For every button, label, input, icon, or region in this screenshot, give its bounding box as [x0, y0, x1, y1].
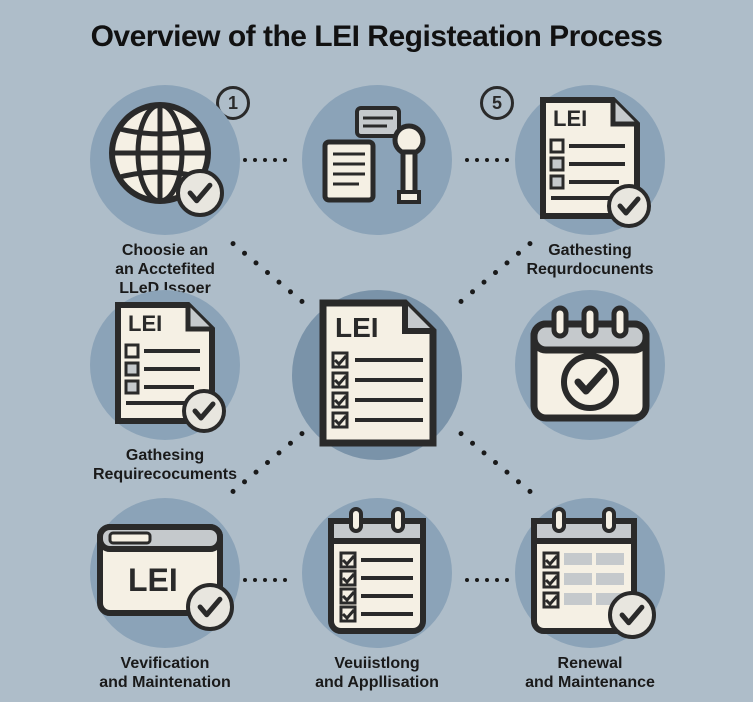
step-choose-issuer: Choosie an an Acctefited LLeD Issoer	[55, 85, 275, 299]
globe-check-icon	[100, 95, 230, 225]
dotted-connector	[465, 578, 509, 582]
step-gather-req-mid: LEI Gathesing Requirecocuments	[55, 290, 275, 484]
page-title: Overview of the LEI Registeation Process	[0, 20, 753, 54]
step-docs-top	[267, 85, 487, 235]
dotted-connector	[243, 158, 287, 162]
step-label: Vevification and Maintenation	[99, 654, 231, 692]
browser-lei-icon: LEI	[90, 513, 240, 633]
step-gather-req-top: LEI Gathesting Requrdocunents	[480, 85, 700, 279]
icon-circle	[515, 498, 665, 648]
icon-circle: LEI	[292, 290, 462, 460]
svg-text:LEI: LEI	[128, 311, 162, 336]
icon-circle	[302, 498, 452, 648]
step-application: Veuiistlong and Appllisation	[267, 498, 487, 692]
docs-key-icon	[307, 100, 447, 220]
svg-text:LEI: LEI	[128, 562, 178, 598]
step-verification: LEI Vevification and Maintenation	[55, 498, 275, 692]
icon-circle	[302, 85, 452, 235]
clipboard-icon	[317, 503, 437, 643]
icon-circle: LEI	[515, 85, 665, 235]
icon-circle: LEI	[90, 290, 240, 440]
svg-text:LEI: LEI	[335, 312, 379, 343]
svg-text:LEI: LEI	[553, 106, 587, 131]
clipboard-check-icon	[520, 503, 660, 643]
icon-circle: LEI	[90, 498, 240, 648]
infographic-canvas: Overview of the LEI Registeation Process…	[0, 0, 753, 702]
step-label: Veuiistlong and Appllisation	[315, 654, 439, 692]
step-calendar-mid	[480, 290, 700, 440]
lei-center-icon: LEI	[307, 295, 447, 455]
dotted-connector	[465, 158, 509, 162]
lei-doc-check-icon: LEI	[525, 90, 655, 230]
lei-doc-check-icon: LEI	[100, 295, 230, 435]
step-label: Gathesting Requrdocunents	[526, 241, 653, 279]
step-label: Gathesing Requirecocuments	[93, 446, 237, 484]
icon-circle	[515, 290, 665, 440]
icon-circle	[90, 85, 240, 235]
step-renewal: Renewal and Maintenance	[480, 498, 700, 692]
step-label: Renewal and Maintenance	[525, 654, 655, 692]
calendar-check-icon	[520, 300, 660, 430]
dotted-connector	[243, 578, 287, 582]
